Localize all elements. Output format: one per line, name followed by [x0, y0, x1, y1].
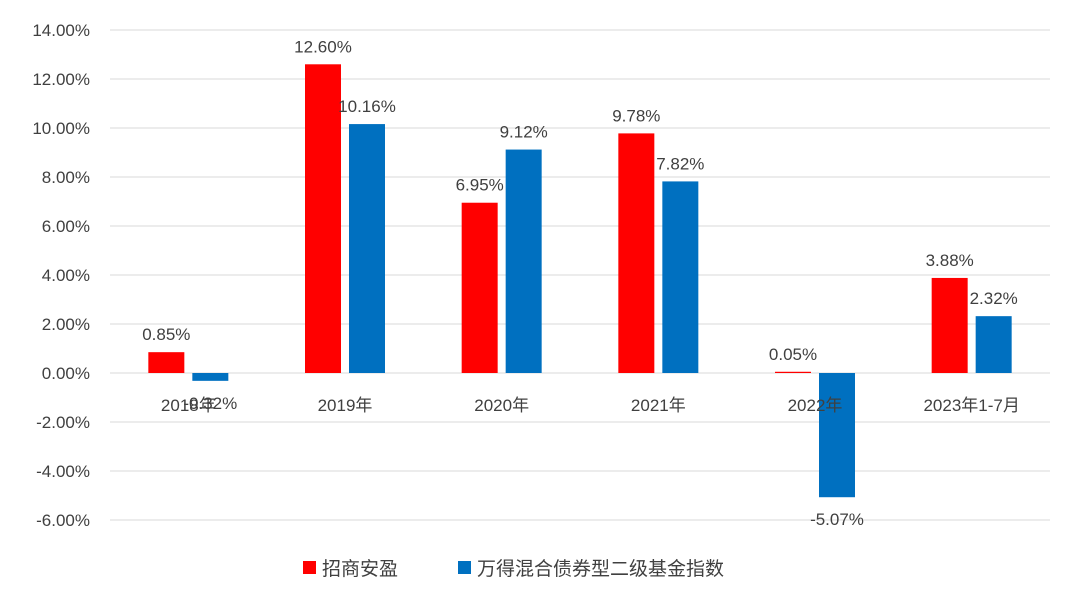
gridlines — [110, 29, 1050, 521]
x-category-label: 2023年1-7月 — [923, 396, 1019, 415]
y-tick-label: 14.00% — [32, 21, 90, 40]
data-label: 12.60% — [294, 37, 352, 56]
data-label: -0.32% — [183, 394, 237, 413]
bar-series-1 — [775, 371, 811, 373]
y-tick-label: -6.00% — [36, 511, 90, 530]
bars — [148, 64, 1012, 498]
y-tick-label: 10.00% — [32, 119, 90, 138]
legend-swatch-series-1 — [303, 561, 316, 574]
data-label: 0.85% — [142, 325, 190, 344]
x-axis-category-labels: 2018年 2019年 2020年 2021年 2022年 2023年1-7月 — [161, 396, 1020, 415]
data-label: 9.12% — [500, 123, 548, 142]
bar-series-1 — [618, 133, 655, 373]
bar-series-2 — [819, 373, 855, 498]
bar-series-2 — [975, 316, 1012, 373]
y-tick-label: 8.00% — [42, 168, 90, 187]
data-label: 0.05% — [769, 345, 817, 364]
data-label: 6.95% — [456, 176, 504, 195]
bar-series-2 — [349, 124, 385, 373]
y-tick-label: 0.00% — [42, 364, 90, 383]
bar-series-1 — [305, 64, 341, 374]
x-category-label: 2021年 — [631, 396, 686, 415]
x-category-label: 2020年 — [474, 396, 529, 415]
bar-series-1 — [148, 352, 185, 373]
y-tick-label: -2.00% — [36, 413, 90, 432]
data-label: 10.16% — [338, 97, 396, 116]
x-category-label: 2022年 — [788, 396, 843, 415]
data-label: 2.32% — [970, 289, 1018, 308]
legend-label-series-1: 招商安盈 — [322, 558, 398, 580]
bar-series-2 — [505, 149, 542, 373]
y-tick-label: 6.00% — [42, 217, 90, 236]
x-category-label: 2019年 — [318, 396, 373, 415]
y-tick-label: 4.00% — [42, 266, 90, 285]
y-tick-label: 2.00% — [42, 315, 90, 334]
x-category-label: 2018年 — [161, 396, 216, 415]
legend-swatch-series-2 — [458, 561, 471, 574]
legend: 招商安盈 万得混合债券型二级基金指数 — [303, 558, 724, 580]
y-tick-label: 12.00% — [32, 70, 90, 89]
data-labels: 0.85% -0.32% 12.60% 10.16% 6.95% 9.12% 9.78% 7.… — [142, 37, 1018, 529]
data-label: 7.82% — [656, 154, 704, 173]
y-tick-label: -4.00% — [36, 462, 90, 481]
bar-series-1 — [931, 277, 968, 373]
bar-series-2 — [192, 373, 229, 381]
data-label: 3.88% — [926, 251, 974, 270]
bar-series-2 — [662, 181, 699, 373]
data-label: 9.78% — [612, 106, 660, 125]
legend-label-series-2: 万得混合债券型二级基金指数 — [477, 558, 724, 580]
bar-series-1 — [461, 202, 498, 373]
y-axis-tick-labels: 14.00% 12.00% 10.00% 8.00% 6.00% 4.00% 2.00% 0.… — [32, 21, 90, 530]
data-label: -5.07% — [810, 510, 864, 529]
